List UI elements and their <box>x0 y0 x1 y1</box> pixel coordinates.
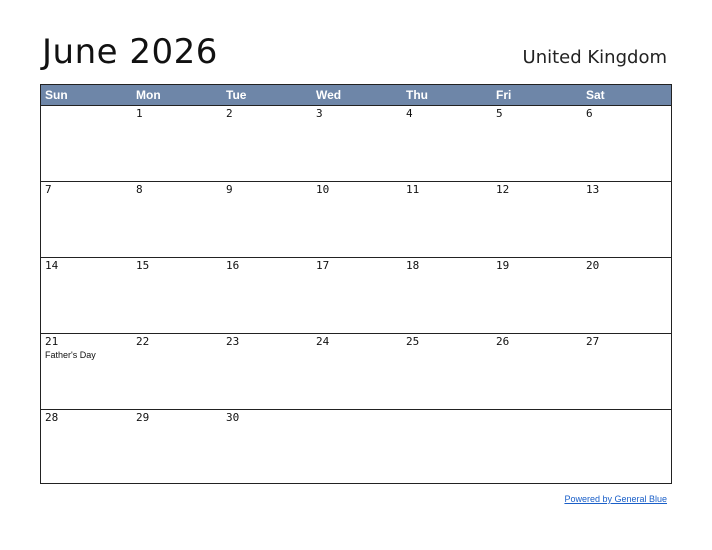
day-number: 2 <box>226 107 233 120</box>
day-number: 5 <box>496 107 503 120</box>
day-cell <box>582 410 671 485</box>
day-cell <box>41 106 132 181</box>
calendar-grid: Sun Mon Tue Wed Thu Fri Sat 1 2 3 4 5 6 7 8 9 10 1… <box>40 84 672 484</box>
day-cell: 19 <box>492 258 582 333</box>
day-cell: 8 <box>132 182 222 257</box>
day-cell: 14 <box>41 258 132 333</box>
day-number: 6 <box>586 107 593 120</box>
day-cell: 16 <box>222 258 312 333</box>
day-cell: 22 <box>132 334 222 409</box>
week-row: 28 29 30 <box>41 410 671 486</box>
day-number: 19 <box>496 259 510 272</box>
day-cell: 30 <box>222 410 312 485</box>
weekday-sat: Sat <box>586 88 605 102</box>
day-number: 28 <box>45 411 59 424</box>
day-cell: 5 <box>492 106 582 181</box>
day-cell: 11 <box>402 182 492 257</box>
day-number: 14 <box>45 259 59 272</box>
day-number: 10 <box>316 183 330 196</box>
day-number: 17 <box>316 259 330 272</box>
week-row: 7 8 9 10 11 12 13 <box>41 182 671 258</box>
day-cell <box>492 410 582 485</box>
day-number: 27 <box>586 335 600 348</box>
day-number: 1 <box>136 107 143 120</box>
day-number: 21 <box>45 335 59 348</box>
day-cell: 27 <box>582 334 671 409</box>
day-cell: 24 <box>312 334 402 409</box>
weekday-mon: Mon <box>136 88 161 102</box>
week-row: 21 Father's Day 22 23 24 25 26 27 <box>41 334 671 410</box>
day-cell: 13 <box>582 182 671 257</box>
holiday-label: Father's Day <box>45 350 96 360</box>
day-number: 29 <box>136 411 150 424</box>
day-number: 3 <box>316 107 323 120</box>
day-number: 12 <box>496 183 510 196</box>
day-cell: 10 <box>312 182 402 257</box>
day-number: 23 <box>226 335 240 348</box>
day-cell: 12 <box>492 182 582 257</box>
weekday-sun: Sun <box>45 88 68 102</box>
day-cell: 25 <box>402 334 492 409</box>
day-number: 8 <box>136 183 143 196</box>
powered-by-link[interactable]: Powered by General Blue <box>564 494 667 504</box>
day-cell: 9 <box>222 182 312 257</box>
day-cell <box>402 410 492 485</box>
day-number: 9 <box>226 183 233 196</box>
day-number: 4 <box>406 107 413 120</box>
day-cell: 15 <box>132 258 222 333</box>
calendar-title: June 2026 <box>42 32 218 72</box>
day-cell: 6 <box>582 106 671 181</box>
day-number: 16 <box>226 259 240 272</box>
weekday-thu: Thu <box>406 88 428 102</box>
day-cell: 20 <box>582 258 671 333</box>
day-cell: 17 <box>312 258 402 333</box>
day-cell: 18 <box>402 258 492 333</box>
day-cell: 26 <box>492 334 582 409</box>
day-cell: 7 <box>41 182 132 257</box>
day-number: 26 <box>496 335 510 348</box>
day-cell: 1 <box>132 106 222 181</box>
weekday-header-row: Sun Mon Tue Wed Thu Fri Sat <box>41 85 671 106</box>
day-cell: 21 Father's Day <box>41 334 132 409</box>
day-number: 22 <box>136 335 150 348</box>
day-number: 20 <box>586 259 600 272</box>
country-label: United Kingdom <box>522 47 667 68</box>
day-number: 11 <box>406 183 420 196</box>
day-cell: 2 <box>222 106 312 181</box>
weekday-tue: Tue <box>226 88 247 102</box>
day-cell: 28 <box>41 410 132 485</box>
day-number: 7 <box>45 183 52 196</box>
day-number: 25 <box>406 335 420 348</box>
day-cell: 23 <box>222 334 312 409</box>
day-cell <box>312 410 402 485</box>
day-number: 18 <box>406 259 420 272</box>
week-row: 14 15 16 17 18 19 20 <box>41 258 671 334</box>
day-cell: 4 <box>402 106 492 181</box>
week-row: 1 2 3 4 5 6 <box>41 106 671 182</box>
day-number: 13 <box>586 183 600 196</box>
day-cell: 3 <box>312 106 402 181</box>
day-cell: 29 <box>132 410 222 485</box>
weekday-wed: Wed <box>316 88 342 102</box>
day-number: 15 <box>136 259 150 272</box>
day-number: 24 <box>316 335 330 348</box>
weekday-fri: Fri <box>496 88 512 102</box>
day-number: 30 <box>226 411 240 424</box>
